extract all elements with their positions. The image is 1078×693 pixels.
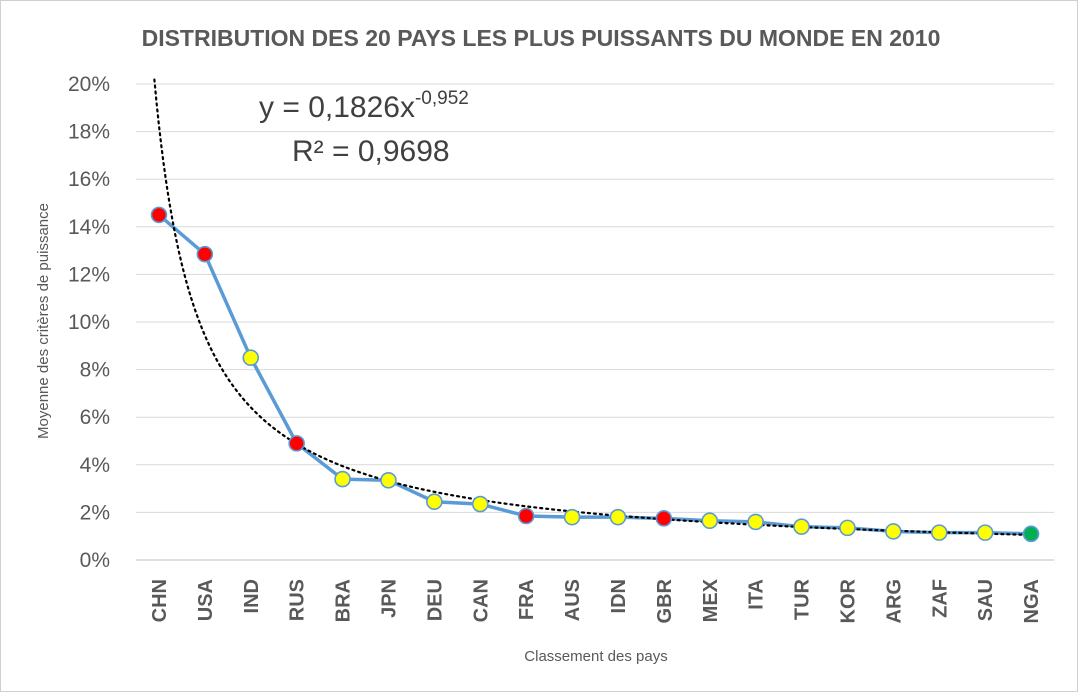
x-tick-label: AUS	[562, 579, 584, 621]
x-tick-label: ITA	[746, 579, 768, 610]
data-point	[701, 512, 719, 530]
x-tick-label: MEX	[700, 578, 722, 622]
data-point	[471, 495, 489, 513]
x-axis-label: Classement des pays	[524, 648, 667, 665]
y-tick-label: 14%	[68, 216, 110, 239]
data-point	[655, 510, 673, 527]
data-point	[976, 524, 994, 541]
y-tick-labels: 0% 2% 4% 6% 8% 10% 12% 14% 16% 18% 20%	[68, 73, 110, 572]
x-tick-label: ARG	[883, 579, 905, 623]
x-tick-label: TUR	[792, 578, 814, 620]
y-tick-label: 18%	[68, 121, 110, 144]
x-tick-label: KOR	[837, 578, 859, 623]
y-tick-label: 2%	[80, 501, 110, 524]
trendline-r-squared: R² = 0,9698	[292, 135, 450, 168]
x-tick-label: ZAF	[929, 579, 951, 618]
x-tick-label: IND	[241, 579, 263, 613]
y-tick-label: 6%	[80, 406, 110, 429]
x-tick-label: CAN	[470, 579, 492, 622]
trendline-equation-exponent: -0,952	[415, 88, 469, 109]
x-tick-label: BRA	[333, 579, 355, 622]
data-point	[930, 524, 948, 541]
series-group	[157, 213, 1032, 536]
y-axis-label: Moyenne des critères de puissance	[35, 203, 52, 439]
y-tick-label: 10%	[68, 311, 110, 334]
trendline-equation-main: y = 0,1826x	[259, 91, 415, 124]
data-point	[517, 507, 535, 525]
data-point	[380, 471, 397, 489]
x-tick-label: SAU	[975, 579, 997, 621]
trendline-group	[153, 78, 1033, 537]
markers-group	[150, 206, 1040, 543]
data-point	[288, 435, 305, 452]
data-point	[885, 523, 902, 540]
x-tick-label: FRA	[516, 579, 538, 620]
x-tick-label: JPN	[378, 579, 400, 618]
series-line	[157, 213, 1032, 536]
y-tick-label: 8%	[80, 359, 110, 382]
trendline	[153, 78, 1033, 537]
data-point	[609, 508, 627, 526]
x-tick-label: GBR	[654, 578, 676, 623]
gridlines	[136, 83, 1054, 561]
x-tick-label: IDN	[608, 579, 630, 613]
data-point	[1022, 525, 1040, 543]
data-point	[334, 470, 351, 488]
y-tick-label: 12%	[68, 263, 110, 286]
data-point	[563, 508, 581, 526]
y-tick-label: 0%	[80, 549, 110, 572]
x-tick-label: NGA	[1021, 579, 1043, 623]
data-point	[793, 518, 810, 535]
data-point	[150, 206, 168, 224]
y-tick-label: 4%	[80, 454, 110, 477]
x-tick-label: DEU	[424, 579, 446, 621]
y-tick-label: 20%	[68, 73, 110, 96]
trendline-equation: y = 0,1826x-0,952	[259, 88, 469, 124]
x-tick-labels: CHN USA IND RUS BRA JPN DEU CAN FRA AUS IDN GBR MEX I…	[149, 578, 1043, 623]
data-point	[747, 513, 764, 531]
x-tick-label: RUS	[287, 579, 309, 621]
data-point	[839, 519, 856, 537]
chart-title: DISTRIBUTION DES 20 PAYS LES PLUS PUISSA…	[142, 25, 941, 51]
y-tick-label: 16%	[68, 168, 110, 191]
data-point	[426, 493, 443, 510]
x-tick-label: CHN	[149, 579, 171, 622]
data-point	[242, 349, 260, 367]
x-tick-label: USA	[195, 579, 217, 621]
data-point	[196, 245, 214, 263]
